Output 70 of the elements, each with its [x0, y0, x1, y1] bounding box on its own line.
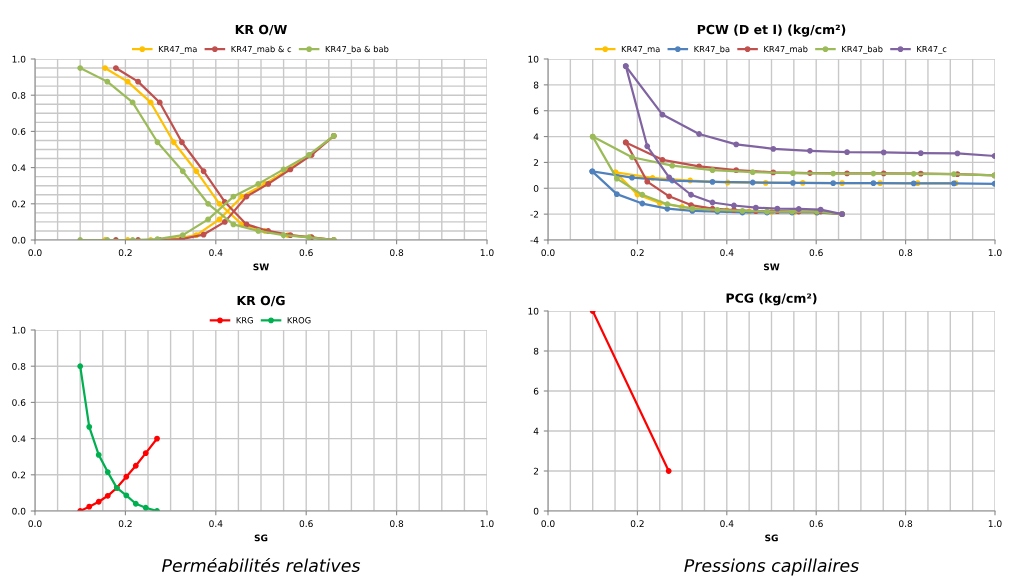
x-axis-title: SW [763, 263, 780, 271]
y-tick-label: 0.8 [12, 91, 26, 99]
x-axis-title: SW [253, 263, 269, 271]
x-tick-label: 0.4 [720, 249, 734, 257]
y-tick-label: 0.0 [12, 507, 26, 515]
y-tick-label: 10 [528, 307, 539, 315]
x-tick-label: 0.6 [299, 520, 313, 528]
x-tick-label: 0.4 [209, 249, 223, 257]
y-tick-label: 0.6 [12, 128, 26, 135]
legend-label: KR47_mab [764, 45, 808, 54]
x-tick-label: 1.0 [988, 249, 1002, 257]
legend-label: KR47_c [917, 45, 947, 54]
y-tick-label: 10 [528, 55, 539, 63]
x-tick-label: 1.0 [480, 249, 494, 257]
x-tick-label: 0.4 [209, 520, 223, 528]
legend-label: KR47_ba & bab [325, 45, 389, 54]
text: Perméabilités relatives [161, 557, 361, 573]
x-tick-label: 0.8 [390, 249, 404, 257]
x-tick-label: 0.0 [28, 249, 42, 257]
y-tick-label: 8 [533, 81, 539, 89]
y-tick-label: 0.6 [12, 399, 26, 406]
y-tick-label: 4 [533, 133, 539, 140]
legend-label: KR47_mab & c [231, 45, 292, 54]
legend-label: KROG [287, 317, 311, 324]
chart-title: KR O/W [235, 24, 287, 36]
x-axis-title: SG [765, 534, 778, 542]
x-tick-label: 0.4 [720, 520, 734, 528]
y-tick-label: -4 [530, 236, 539, 244]
y-tick-label: 0.2 [12, 471, 26, 479]
legend-label: KR47_bab [842, 45, 883, 54]
x-tick-label: 0.8 [390, 520, 404, 528]
x-tick-label: 0.2 [630, 520, 644, 528]
x-tick-label: 0.2 [118, 249, 132, 257]
y-tick-label: -2 [530, 210, 539, 218]
text: Pressions capillaires [684, 558, 859, 576]
y-tick-label: 6 [533, 107, 539, 115]
y-tick-label: 1.0 [12, 55, 26, 63]
y-tick-label: 1.0 [12, 326, 26, 334]
y-tick-label: 0.4 [12, 435, 26, 443]
x-tick-label: 0.2 [630, 249, 644, 257]
chart-title: PCW (D et I) (kg/cm²) [697, 24, 846, 37]
x-tick-label: 0.0 [28, 520, 42, 528]
x-tick-label: 0.2 [118, 520, 132, 528]
x-tick-label: 0.6 [299, 249, 313, 257]
y-tick-label: 2 [533, 467, 539, 475]
x-tick-label: 0.8 [899, 249, 913, 257]
x-tick-label: 0.0 [541, 520, 555, 528]
y-tick-label: 0.2 [12, 200, 26, 208]
y-tick-label: 0.0 [12, 236, 26, 244]
y-tick-label: 0.4 [12, 164, 26, 172]
y-tick-label: 0 [533, 185, 539, 192]
y-tick-label: 2 [533, 159, 539, 166]
legend-label: KR47_ba [694, 45, 730, 54]
y-tick-label: 8 [533, 347, 539, 355]
x-axis-title: SG [254, 534, 268, 542]
y-tick-label: 4 [533, 427, 539, 435]
x-tick-label: 0.6 [809, 249, 823, 257]
legend-label: KRG [236, 317, 253, 324]
chart-title: KR O/G [237, 295, 285, 307]
x-tick-label: 0.6 [809, 520, 823, 528]
y-tick-label: 0 [533, 507, 539, 515]
legend-label: KR47_ma [621, 45, 660, 54]
x-tick-label: 1.0 [988, 520, 1002, 528]
x-tick-label: 0.8 [899, 520, 913, 528]
y-tick-label: 6 [533, 387, 539, 395]
chart-title: PCG (kg/cm²) [726, 293, 817, 306]
legend-label: KR47_ma [158, 45, 197, 54]
x-tick-label: 0.0 [541, 249, 555, 257]
x-tick-label: 1.0 [480, 520, 494, 528]
y-tick-label: 0.8 [12, 362, 26, 370]
